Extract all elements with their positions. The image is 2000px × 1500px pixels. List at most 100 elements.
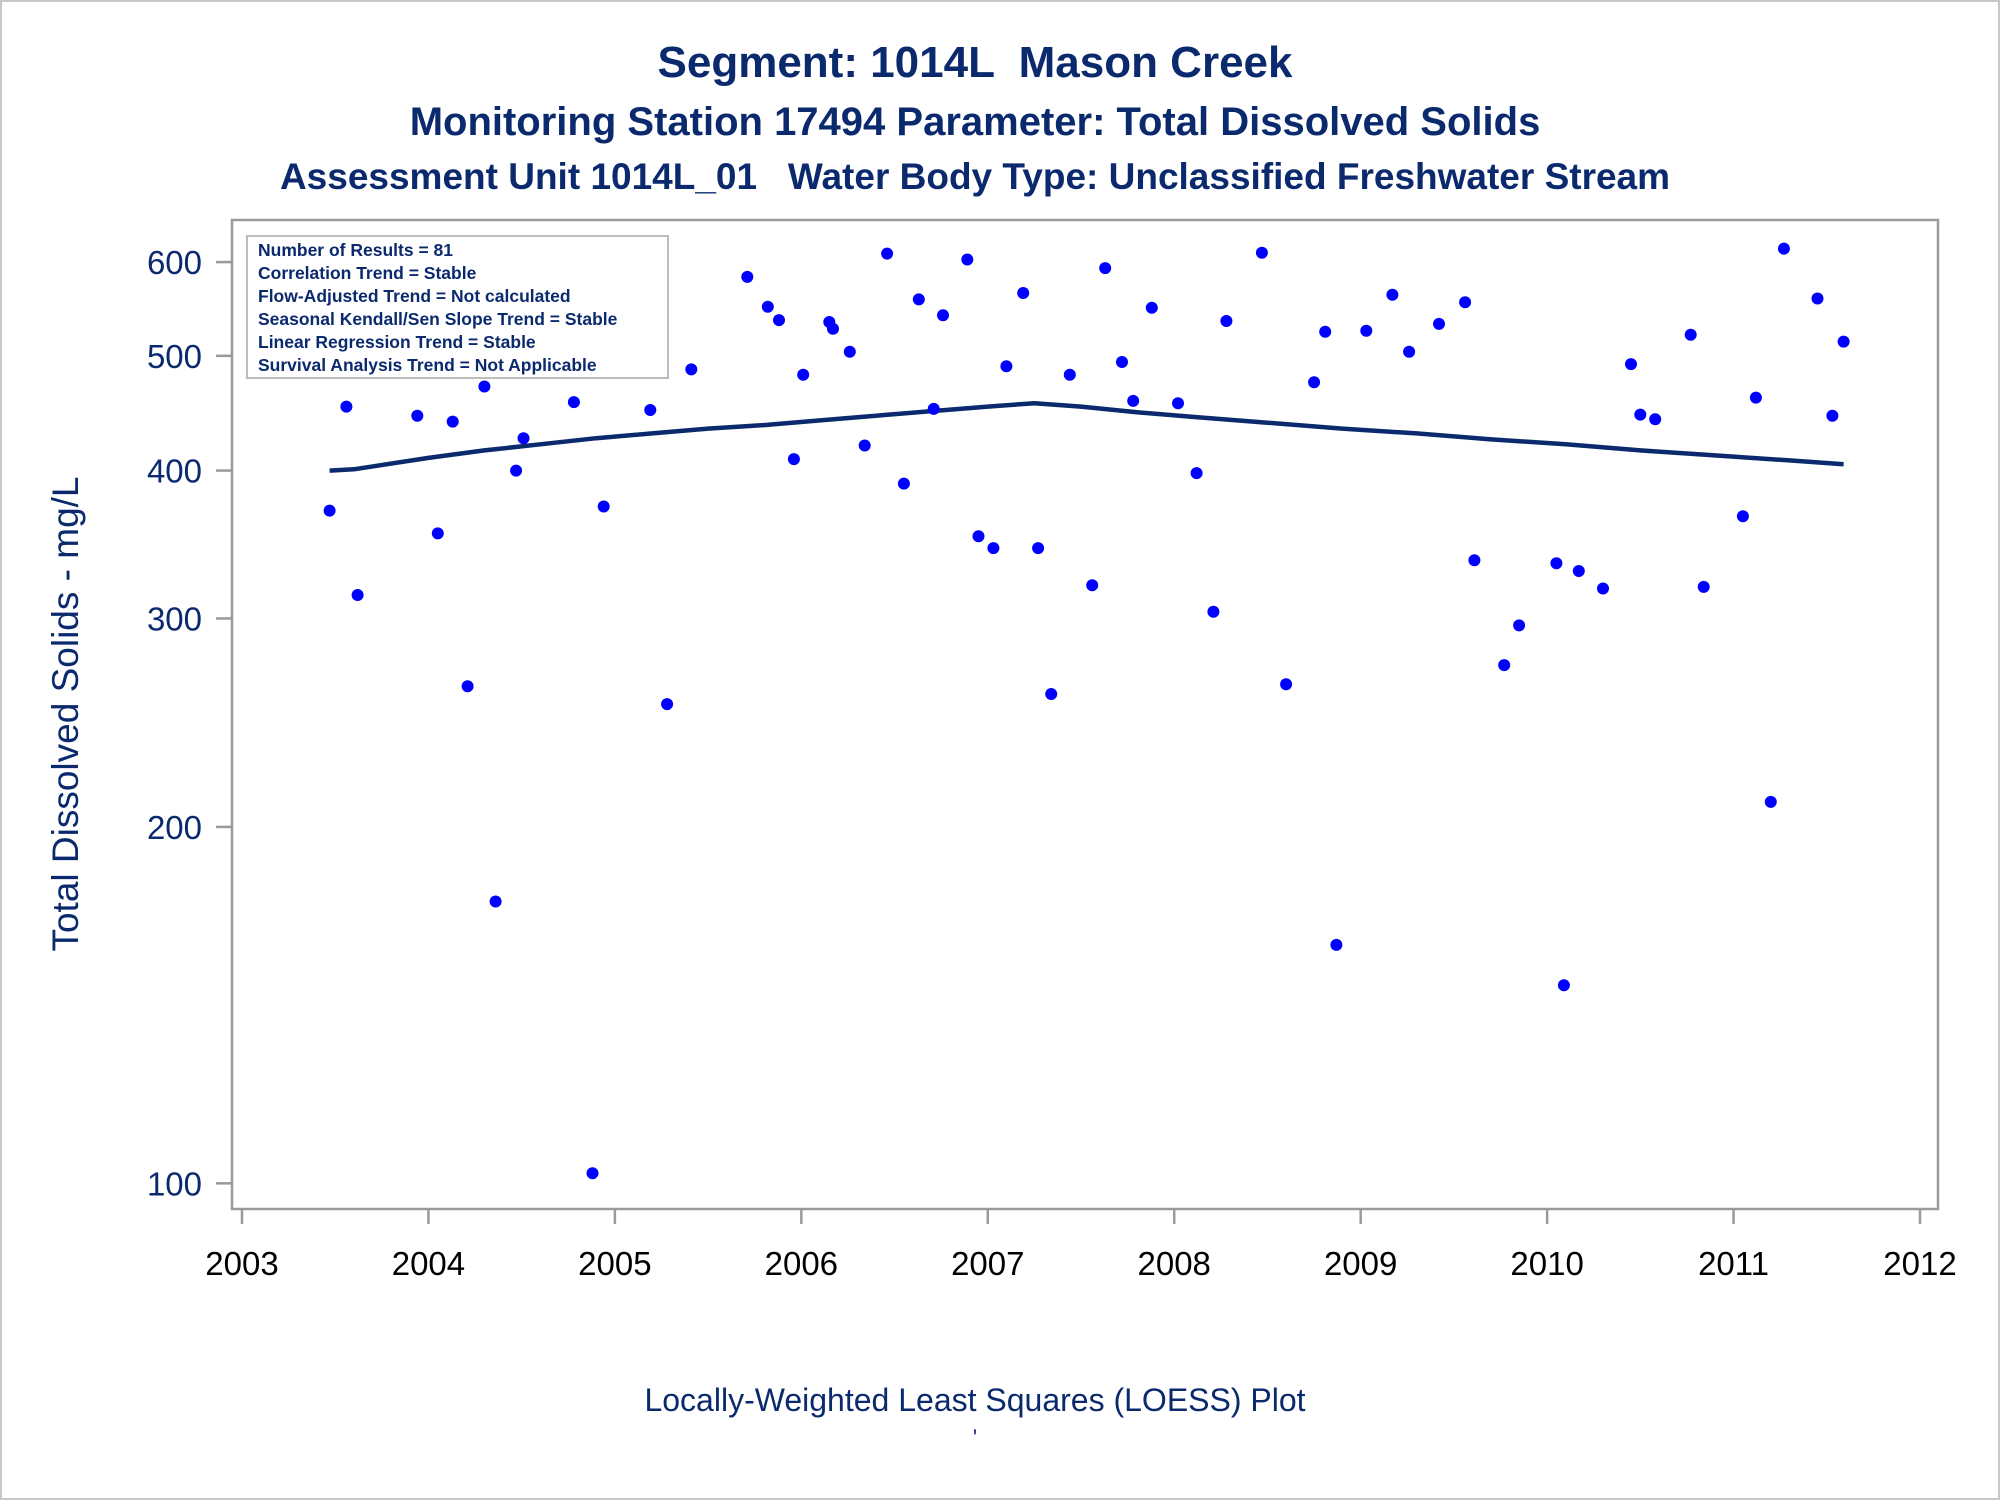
data-point: [1697, 580, 1710, 593]
y-tick-label: 600: [147, 244, 202, 281]
data-point: [1063, 368, 1076, 381]
data-point: [1220, 315, 1233, 327]
data-point: [912, 293, 925, 306]
legend-inset-line: Number of Results = 81: [258, 240, 453, 260]
data-point: [351, 589, 364, 601]
x-tick-label: 2003: [205, 1245, 278, 1282]
y-tick-label: 400: [147, 453, 202, 490]
data-point: [797, 368, 810, 381]
data-point: [478, 380, 491, 393]
y-tick-label: 300: [147, 600, 202, 637]
data-point: [510, 464, 523, 477]
data-point: [597, 500, 610, 513]
data-point: [323, 504, 336, 517]
x-tick-label: 2008: [1138, 1245, 1211, 1282]
chart-subtitle-assessment: Assessment Unit 1014L_01 Water Body Type…: [279, 156, 1671, 197]
data-point: [489, 895, 502, 908]
data-point: [787, 453, 800, 466]
data-point: [1811, 292, 1824, 305]
data-point: [1017, 287, 1030, 299]
data-point: [881, 247, 894, 260]
data-point: [644, 404, 657, 416]
points-layer: [323, 242, 1850, 1180]
data-point: [1127, 394, 1140, 407]
legend-inset: Number of Results = 81 Correlation Trend …: [246, 235, 669, 379]
data-point: [858, 439, 871, 452]
data-point: [1433, 317, 1445, 330]
x-tick-label: 2007: [951, 1245, 1024, 1282]
data-point: [937, 309, 949, 322]
data-point: [1513, 619, 1526, 632]
data-point: [972, 530, 985, 543]
data-point: [461, 680, 474, 693]
data-point: [897, 477, 910, 490]
data-point: [1403, 345, 1416, 358]
loess-layer: [329, 400, 1844, 473]
x-tick-label: 2006: [765, 1245, 838, 1282]
data-point: [1684, 328, 1697, 341]
data-point: [1749, 391, 1762, 404]
data-point: [1777, 242, 1790, 255]
data-point: [1459, 296, 1472, 309]
data-point: [1360, 324, 1373, 337]
data-point: [1634, 408, 1647, 421]
x-tick-label: 2010: [1510, 1245, 1583, 1282]
data-point: [1280, 678, 1293, 691]
x-tick-label: 2011: [1698, 1245, 1769, 1282]
data-point: [1308, 376, 1321, 389]
data-point: [1330, 938, 1343, 951]
data-point: [1099, 262, 1112, 275]
y-tick-label: 500: [147, 338, 202, 375]
data-point: [843, 345, 856, 358]
data-point: [827, 322, 839, 335]
data-point: [1190, 467, 1203, 480]
data-point: [1386, 288, 1399, 301]
data-point: [586, 1167, 599, 1180]
legend-inset-line: Linear Regression Trend = Stable: [258, 332, 536, 352]
data-point: [761, 300, 774, 313]
x-tick-label: 2005: [578, 1245, 651, 1282]
data-point: [741, 270, 754, 283]
legend-inset-line: Survival Analysis Trend = Not Applicable: [258, 355, 597, 375]
data-point: [1736, 510, 1749, 523]
data-point: [1145, 301, 1158, 314]
data-point: [1086, 579, 1099, 592]
data-point: [661, 698, 674, 711]
x-tick-label: 2004: [392, 1245, 465, 1282]
data-point: [1649, 413, 1662, 426]
data-point: [411, 409, 424, 422]
data-point: [1000, 360, 1013, 373]
data-point: [773, 314, 785, 327]
x-axis: 2003 2004 2005 2006 2007 2008 2009 2010 2011 2012: [205, 1209, 1957, 1282]
y-axis-label: Total Dissolved Solids - mg/L: [45, 476, 86, 951]
data-point: [340, 400, 353, 413]
legend-inset-box: [246, 235, 669, 379]
data-point: [517, 432, 530, 445]
data-point: [431, 527, 444, 540]
footnote-mark: ': [972, 1425, 978, 1450]
chart-title: Segment: 1014L Mason Creek: [657, 38, 1293, 87]
data-point: [1116, 356, 1128, 368]
data-point: [927, 402, 940, 415]
data-point: [1572, 565, 1585, 577]
x-tick-label: 2009: [1324, 1245, 1397, 1282]
data-point: [1045, 688, 1058, 700]
data-point: [1498, 659, 1511, 672]
data-point: [1550, 557, 1563, 570]
data-point: [1625, 358, 1637, 371]
data-point: [1826, 409, 1839, 422]
legend-inset-line: Flow-Adjusted Trend = Not calculated: [258, 286, 571, 306]
chart-subtitle-station: Monitoring Station 17494 Parameter: Tota…: [409, 100, 1541, 144]
data-point: [1319, 325, 1332, 338]
y-tick-label: 200: [147, 809, 202, 846]
data-point: [1557, 979, 1570, 992]
data-point: [1468, 554, 1481, 567]
footnote-method: Locally-Weighted Least Squares (LOESS) P…: [644, 1382, 1306, 1418]
x-tick-label: 2012: [1883, 1245, 1956, 1282]
data-point: [987, 542, 1000, 555]
y-axis: 100 200 300 400 500 600: [147, 244, 232, 1202]
data-point: [1032, 542, 1045, 555]
data-point: [1172, 397, 1184, 410]
data-point: [1207, 605, 1220, 618]
